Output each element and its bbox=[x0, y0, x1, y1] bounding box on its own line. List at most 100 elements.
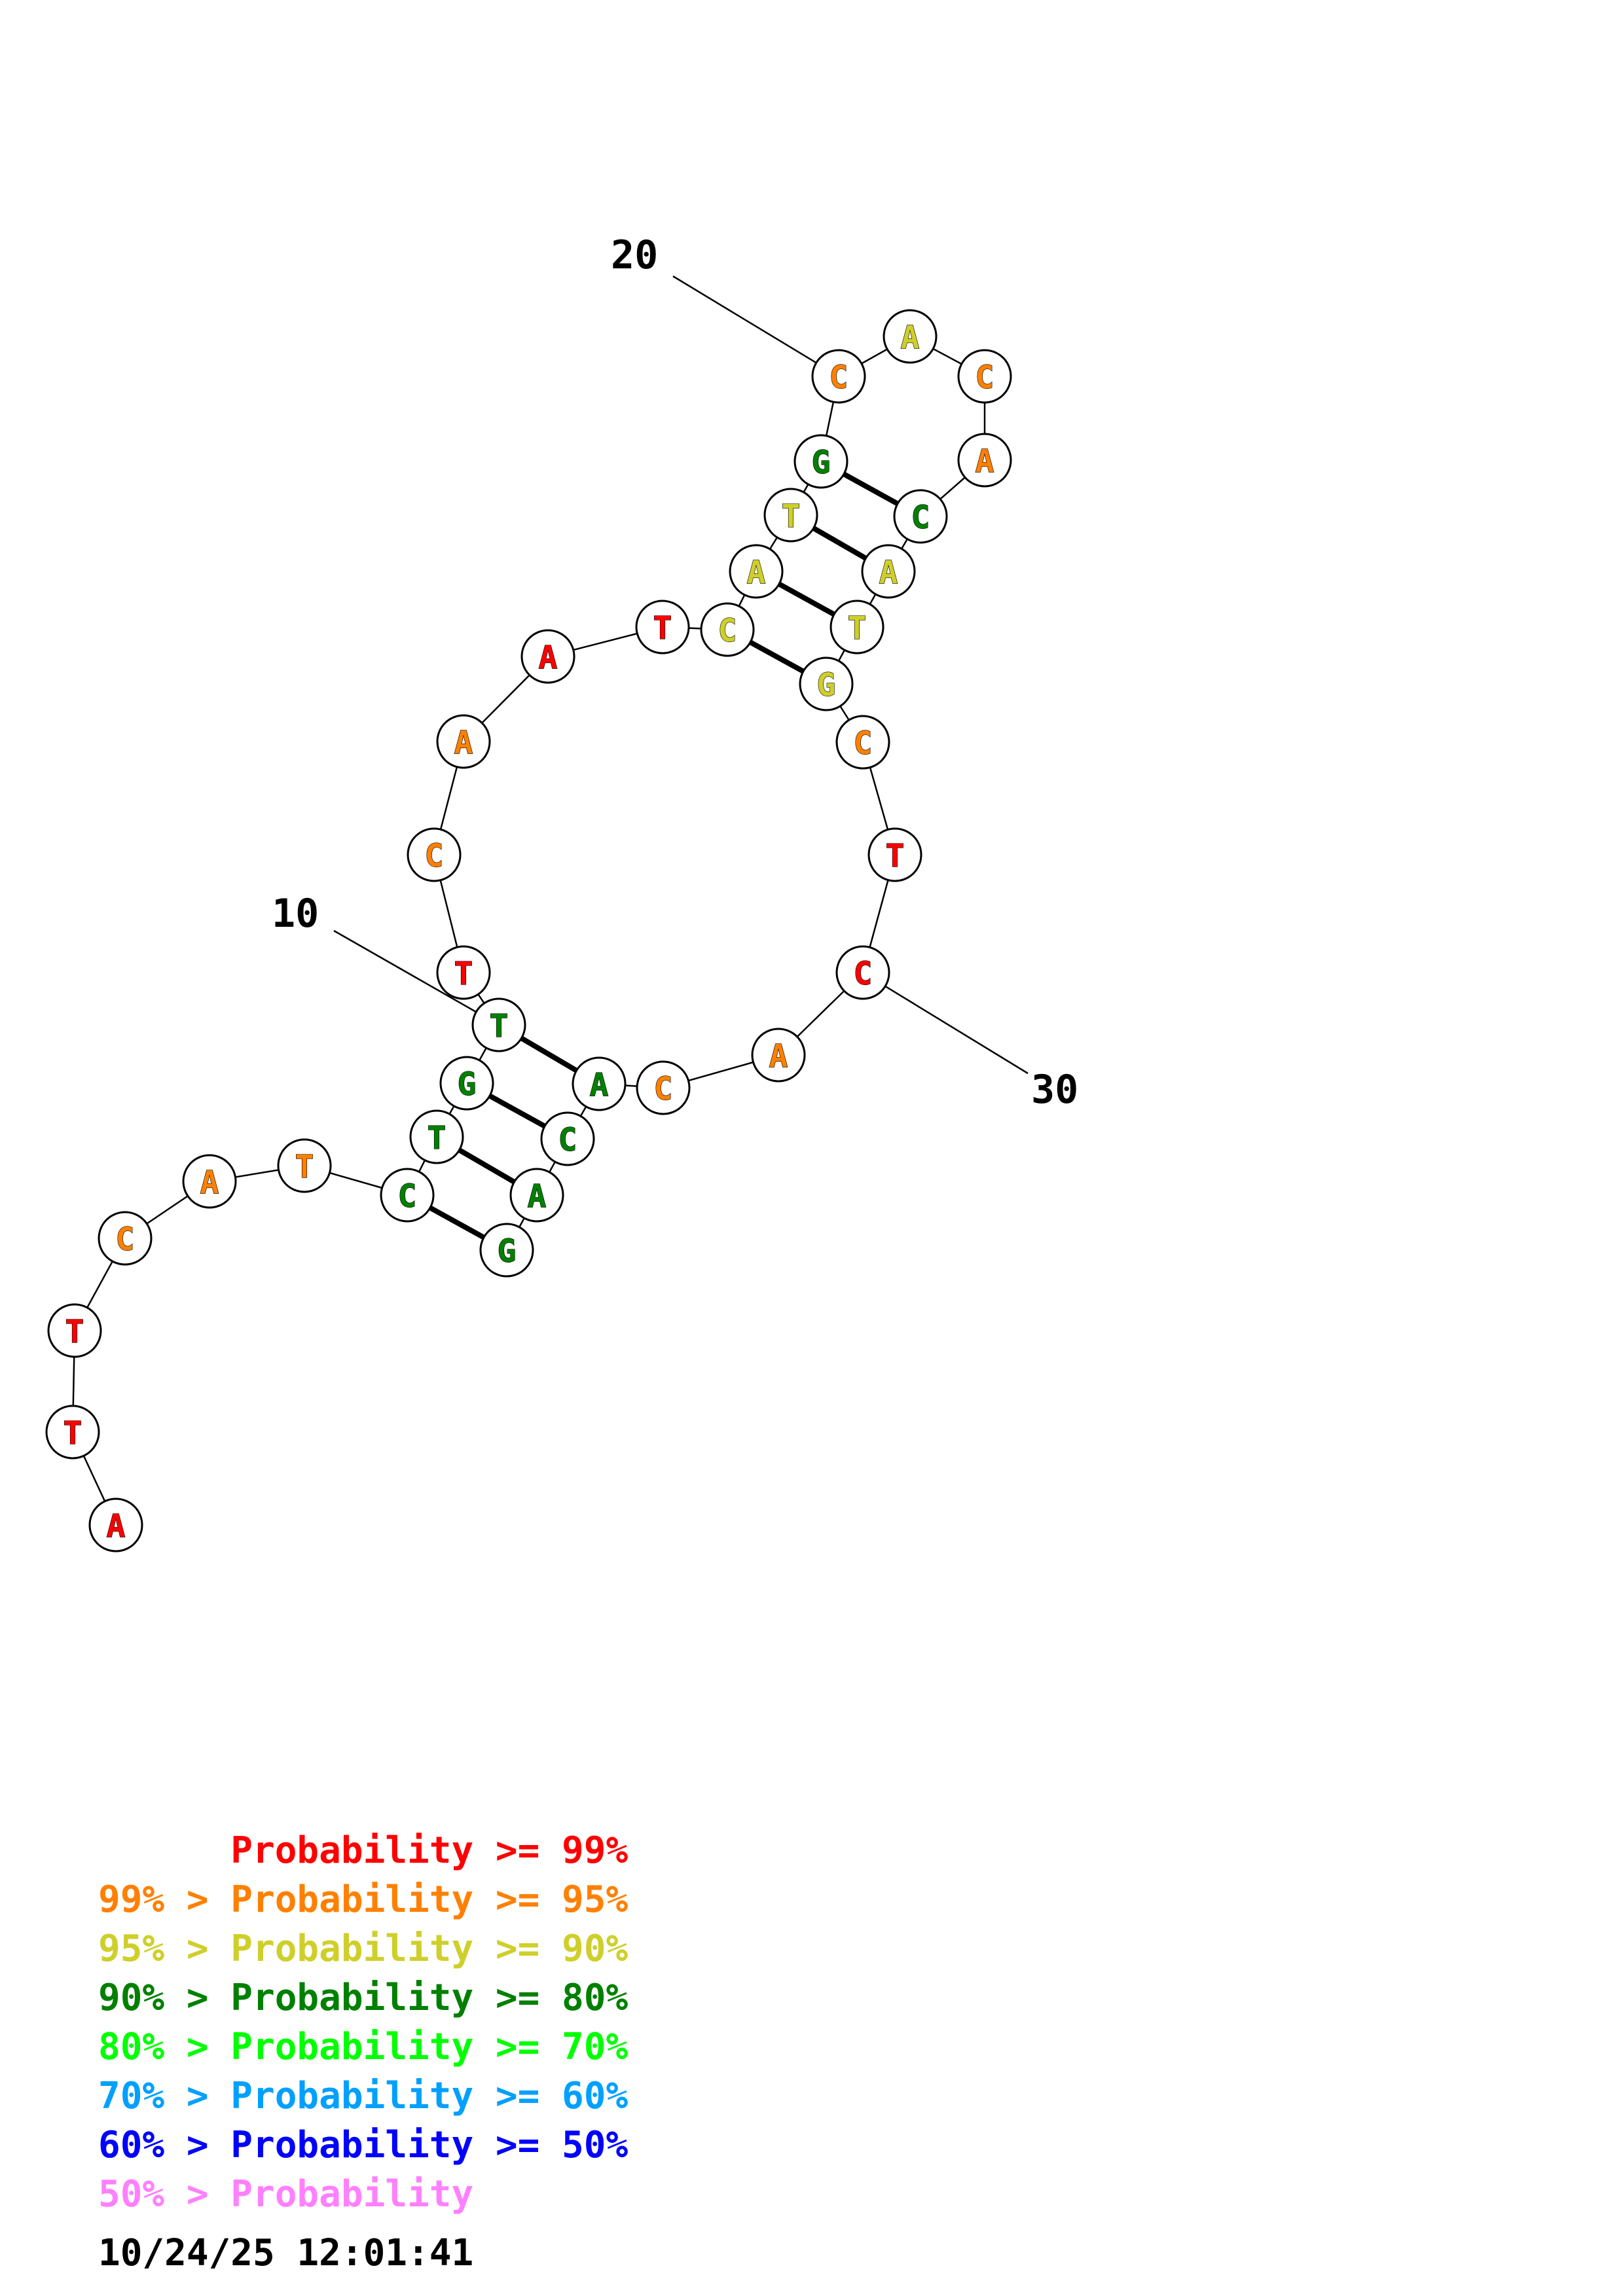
nucleotide: C bbox=[380, 1168, 435, 1223]
nucleotide-letter: A bbox=[879, 554, 898, 591]
nucleotide: C bbox=[957, 349, 1012, 404]
nucleotide-letter: C bbox=[911, 499, 930, 536]
base-pairs bbox=[406, 459, 922, 1253]
nucleotide: C bbox=[540, 1111, 595, 1166]
nucleotide-circle bbox=[763, 488, 818, 543]
nucleotide-letter: A bbox=[769, 1038, 788, 1075]
nucleotide-circle bbox=[182, 1154, 237, 1209]
nucleotide: A bbox=[520, 629, 575, 684]
nucleotide: T bbox=[763, 488, 818, 543]
nucleotide-circle bbox=[520, 629, 575, 684]
nucleotide: C bbox=[407, 827, 462, 882]
nucleotide-letter: T bbox=[490, 1008, 509, 1045]
nucleotide-letter: A bbox=[200, 1164, 219, 1201]
nucleotide-letter: A bbox=[901, 319, 920, 356]
nucleotide-circle bbox=[793, 434, 848, 489]
nucleotide: T bbox=[277, 1138, 332, 1193]
nucleotide: C bbox=[811, 349, 866, 404]
legend-row: 99% > Probability >= 95% bbox=[98, 1878, 629, 1921]
legend-row: 95% > Probability >= 90% bbox=[98, 1928, 629, 1970]
nucleotide-circle bbox=[835, 715, 890, 770]
nucleotide-letter: C bbox=[425, 838, 444, 874]
nucleotide: G bbox=[479, 1223, 534, 1278]
nucleotide-circle bbox=[867, 827, 922, 882]
nucleotide-letter: A bbox=[590, 1067, 609, 1103]
nucleotide-letter: T bbox=[295, 1149, 314, 1185]
nucleotide-circle bbox=[635, 600, 690, 655]
nucleotide-letter: C bbox=[654, 1071, 673, 1107]
nucleotide-letter: G bbox=[817, 667, 836, 704]
nucleotide-circle bbox=[883, 309, 938, 364]
nucleotide-circle bbox=[88, 1498, 143, 1552]
nucleotide-letter: C bbox=[854, 725, 873, 762]
nucleotide-circle bbox=[380, 1168, 435, 1223]
nucleotide-circle bbox=[729, 544, 784, 599]
timestamp: 10/24/25 12:01:41 bbox=[98, 2232, 474, 2274]
nucleotide: A bbox=[957, 433, 1012, 488]
nucleotide-letter: C bbox=[558, 1122, 577, 1158]
nucleotide-circle bbox=[407, 827, 462, 882]
position-marker-label: 20 bbox=[611, 232, 658, 278]
nucleotide-circle bbox=[509, 1168, 564, 1223]
nucleotide-letter: G bbox=[458, 1066, 477, 1103]
nucleotide-letter: A bbox=[528, 1178, 547, 1215]
nucleotide-letter: C bbox=[830, 359, 848, 396]
nucleotide-letter: T bbox=[428, 1120, 447, 1157]
legend-row: 60% > Probability >= 50% bbox=[98, 2124, 629, 2166]
probability-legend: Probability >= 99% 99% > Probability >= 9… bbox=[98, 1826, 628, 2219]
nucleotide: T bbox=[409, 1109, 464, 1164]
nucleotide: C bbox=[98, 1211, 153, 1266]
nucleotide: A bbox=[182, 1154, 237, 1209]
legend-row: 80% > Probability >= 70% bbox=[98, 2026, 629, 2068]
nucleotide-circle bbox=[830, 600, 884, 655]
nucleotide: C bbox=[700, 602, 755, 657]
nucleotide-circle bbox=[471, 997, 526, 1052]
nucleotide-letter: A bbox=[976, 443, 994, 480]
nucleotide: A bbox=[88, 1498, 143, 1552]
nucleotide-circle bbox=[835, 945, 890, 1000]
nucleotide: T bbox=[830, 600, 884, 655]
position-marker-line bbox=[862, 971, 1029, 1075]
nucleotide-circle bbox=[636, 1060, 691, 1115]
nucleotide: G bbox=[799, 656, 854, 711]
nucleotide-circle bbox=[893, 489, 948, 544]
nucleotide: T bbox=[471, 997, 526, 1052]
nucleotide: C bbox=[893, 489, 948, 544]
nucleotide: T bbox=[867, 827, 922, 882]
nucleotide-letter: T bbox=[454, 956, 473, 992]
nucleotide-letter: T bbox=[848, 610, 867, 647]
nucleotide-letter: C bbox=[116, 1221, 135, 1258]
nucleotide-circle bbox=[811, 349, 866, 404]
nucleotide: A bbox=[509, 1168, 564, 1223]
nucleotide-letter: A bbox=[539, 639, 558, 676]
nucleotide-circle bbox=[47, 1303, 102, 1358]
position-marker-line bbox=[672, 275, 839, 378]
legend-row: Probability >= 99% bbox=[98, 1829, 629, 1872]
nucleotide: A bbox=[436, 714, 491, 769]
nucleotide-letter: G bbox=[498, 1233, 517, 1270]
nucleotide-circle bbox=[277, 1138, 332, 1193]
nucleotide-letter: T bbox=[886, 838, 905, 874]
position-marker-line bbox=[333, 929, 500, 1026]
nucleotide-circle bbox=[700, 602, 755, 657]
nucleotide-circle bbox=[436, 945, 491, 1000]
position-marker-label: 10 bbox=[272, 891, 319, 937]
nucleotide: A bbox=[572, 1056, 627, 1111]
nucleotide-letter: A bbox=[107, 1508, 126, 1545]
nucleotide-circle bbox=[479, 1223, 534, 1278]
nucleotide-letter: T bbox=[653, 610, 672, 647]
nucleotide: C bbox=[835, 715, 890, 770]
legend-row: 70% > Probability >= 60% bbox=[98, 2075, 629, 2117]
nucleotide: T bbox=[635, 600, 690, 655]
legend-row: 90% > Probability >= 80% bbox=[98, 1977, 629, 2019]
nucleotide-circle bbox=[439, 1056, 494, 1111]
nucleotide: T bbox=[436, 945, 491, 1000]
nucleotide-circle bbox=[957, 349, 1012, 404]
nucleotide: A bbox=[751, 1028, 806, 1083]
nucleotide-circle bbox=[861, 544, 916, 599]
nucleotide-circle bbox=[799, 656, 854, 711]
nucleotide-letter: T bbox=[64, 1415, 82, 1452]
nucleotide-circle bbox=[540, 1111, 595, 1166]
legend-row: 50% > Probability bbox=[98, 2173, 474, 2215]
